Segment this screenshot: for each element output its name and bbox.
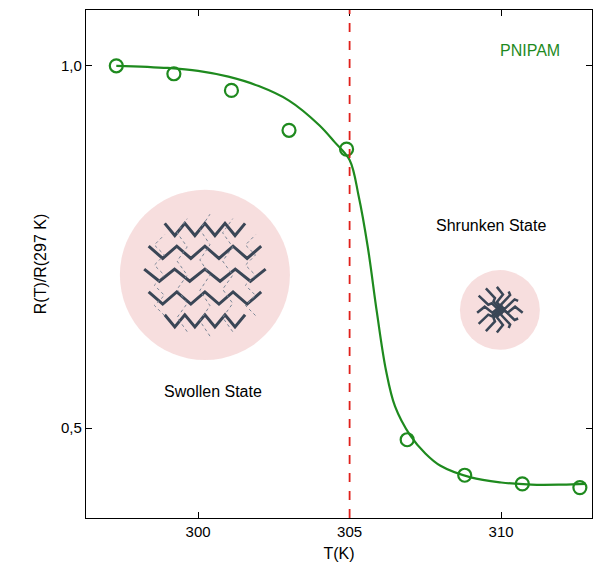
svg-text:Swollen State: Swollen State: [164, 383, 262, 400]
svg-text:1,0: 1,0: [61, 57, 82, 74]
svg-text:305: 305: [337, 523, 362, 540]
svg-text:PNIPAM: PNIPAM: [500, 42, 560, 59]
svg-text:R(T)/R(297 K): R(T)/R(297 K): [32, 214, 49, 314]
svg-text:300: 300: [186, 523, 211, 540]
svg-text:T(K): T(K): [323, 545, 354, 562]
svg-text:0,5: 0,5: [61, 419, 82, 436]
svg-text:310: 310: [489, 523, 514, 540]
svg-text:Shrunken State: Shrunken State: [436, 217, 546, 234]
